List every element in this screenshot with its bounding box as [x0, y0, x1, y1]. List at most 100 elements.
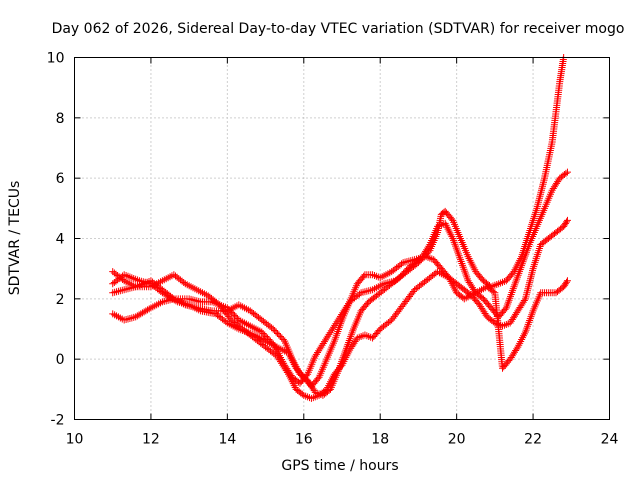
data-point-marker — [316, 345, 324, 353]
data-point-marker — [386, 317, 394, 325]
y-tick-label: 10 — [47, 51, 65, 67]
data-point-marker — [226, 314, 234, 322]
data-point-marker — [315, 347, 323, 355]
data-point-marker — [272, 328, 280, 336]
y-tick-label: 8 — [56, 111, 65, 127]
series-track-3 — [109, 168, 571, 399]
data-point-marker — [263, 334, 271, 342]
data-point-marker — [279, 361, 287, 369]
data-point-marker — [323, 334, 331, 342]
data-point-marker — [274, 330, 282, 338]
data-point-marker — [563, 216, 571, 224]
data-point-marker — [340, 307, 348, 315]
data-point-marker — [322, 336, 330, 344]
data-point-marker — [328, 325, 336, 333]
x-tick-label: 12 — [142, 432, 160, 448]
y-tick-label: 6 — [56, 171, 65, 187]
data-point-marker — [317, 343, 325, 351]
data-point-marker — [276, 333, 284, 341]
data-point-marker — [395, 274, 403, 282]
data-point-marker — [327, 327, 335, 335]
x-tick-label: 24 — [601, 432, 619, 448]
data-point-marker — [334, 316, 342, 324]
data-point-marker — [180, 278, 188, 286]
data-point-marker — [269, 325, 277, 333]
data-point-marker — [332, 320, 340, 328]
series-track-2 — [109, 54, 568, 387]
data-point-marker — [330, 323, 338, 331]
data-series — [109, 54, 571, 402]
data-point-marker — [229, 310, 237, 318]
data-point-marker — [335, 314, 343, 322]
data-point-marker — [261, 331, 269, 339]
data-point-marker — [520, 297, 528, 305]
y-tick-label: -2 — [51, 413, 65, 429]
data-point-marker — [274, 354, 282, 362]
data-point-marker — [336, 312, 344, 320]
y-axis-label: SDTVAR / TECUs — [7, 181, 23, 296]
data-point-marker — [168, 294, 176, 302]
x-axis-label: GPS time / hours — [281, 458, 398, 474]
data-point-marker — [320, 338, 328, 346]
data-point-marker — [281, 365, 289, 373]
data-point-marker — [325, 330, 333, 338]
data-point-marker — [342, 303, 350, 311]
data-point-marker — [271, 327, 279, 335]
data-point-marker — [319, 339, 327, 347]
x-tick-label: 18 — [371, 432, 389, 448]
data-point-marker — [331, 321, 339, 329]
data-point-marker — [278, 334, 286, 342]
data-point-marker — [232, 313, 240, 321]
data-point-marker — [339, 309, 347, 317]
data-point-marker — [259, 330, 267, 338]
data-point-marker — [312, 350, 320, 358]
x-tick-label: 10 — [66, 432, 84, 448]
grid-lines — [74, 57, 610, 420]
data-point-marker — [398, 260, 406, 268]
x-tick-labels: 10 12 14 16 18 20 22 24 — [66, 432, 619, 448]
x-tick-label: 22 — [524, 432, 542, 448]
data-point-marker — [258, 328, 266, 336]
data-point-marker — [563, 277, 571, 285]
series-track-4 — [109, 268, 571, 402]
data-point-marker — [266, 337, 274, 345]
data-point-marker — [280, 363, 288, 371]
data-point-marker — [425, 242, 433, 250]
data-point-marker — [275, 356, 283, 364]
y-tick-labels: -2 0 2 4 6 8 10 — [47, 51, 65, 429]
data-point-marker — [562, 169, 570, 177]
data-point-marker — [311, 352, 319, 360]
data-point-marker — [404, 265, 412, 273]
data-point-marker — [275, 331, 283, 339]
data-point-marker — [222, 318, 230, 326]
data-point-marker — [397, 272, 405, 280]
data-point-marker — [360, 272, 368, 280]
data-point-marker — [145, 305, 153, 313]
y-tick-label: 2 — [56, 292, 65, 308]
data-point-marker — [400, 269, 408, 277]
data-point-marker — [273, 352, 281, 360]
data-point-marker — [489, 288, 497, 296]
data-point-marker — [119, 275, 127, 283]
data-point-marker — [276, 358, 284, 366]
data-point-marker — [401, 268, 409, 276]
data-point-marker — [398, 271, 406, 279]
data-point-marker — [318, 341, 326, 349]
data-point-marker — [338, 311, 346, 319]
data-point-marker — [563, 168, 571, 176]
y-tick-label: 4 — [56, 232, 65, 248]
data-point-marker — [314, 349, 322, 357]
data-point-marker — [314, 375, 322, 383]
data-point-marker — [563, 218, 571, 226]
data-point-marker — [409, 287, 417, 295]
data-point-marker — [262, 333, 270, 341]
data-point-marker — [231, 311, 239, 319]
data-point-marker — [324, 332, 332, 340]
chart-title: Day 062 of 2026, Sidereal Day-to-day VTE… — [52, 21, 625, 37]
axis-ticks — [74, 57, 610, 420]
data-point-marker — [282, 367, 290, 375]
data-point-marker — [343, 301, 351, 309]
data-point-marker — [333, 318, 341, 326]
